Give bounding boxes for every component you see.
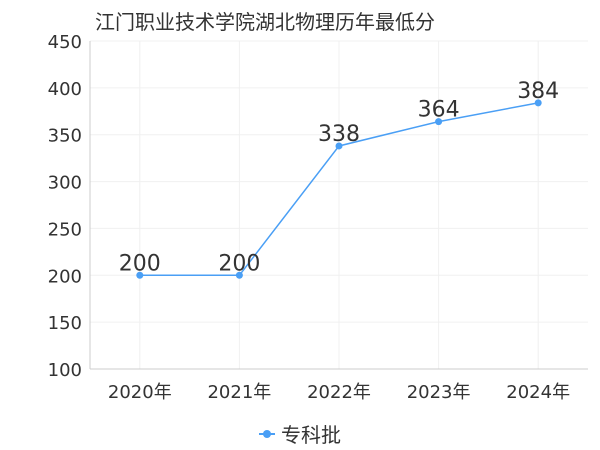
x-tick-label: 2024年 xyxy=(506,382,570,403)
y-tick-label: 400 xyxy=(48,79,82,100)
x-tick-label: 2021年 xyxy=(207,382,271,403)
x-tick-label: 2020年 xyxy=(108,382,172,403)
legend-marker-icon xyxy=(259,428,275,440)
y-tick-label: 100 xyxy=(48,360,82,381)
data-label: 364 xyxy=(418,98,460,123)
y-tick-label: 350 xyxy=(48,126,82,147)
y-tick-label: 200 xyxy=(48,266,82,287)
y-tick-label: 300 xyxy=(48,173,82,194)
y-tick-label: 250 xyxy=(48,219,82,240)
data-point xyxy=(235,271,243,279)
x-tick-label: 2023年 xyxy=(407,382,471,403)
data-label: 200 xyxy=(119,251,161,276)
data-point xyxy=(534,99,542,107)
data-point xyxy=(136,271,144,279)
y-tick-label: 450 xyxy=(48,32,82,53)
data-label: 384 xyxy=(517,79,559,104)
data-label: 200 xyxy=(218,251,260,276)
y-tick-label: 150 xyxy=(48,313,82,334)
chart-title: 江门职业技术学院湖北物理历年最低分 xyxy=(95,10,435,34)
data-label: 338 xyxy=(318,122,360,147)
x-tick-label: 2022年 xyxy=(307,382,371,403)
data-point xyxy=(435,118,443,126)
legend[interactable]: 专科批 xyxy=(0,419,600,448)
data-point xyxy=(335,142,343,150)
legend-item-series[interactable]: 专科批 xyxy=(259,419,341,448)
legend-label: 专科批 xyxy=(281,423,341,447)
